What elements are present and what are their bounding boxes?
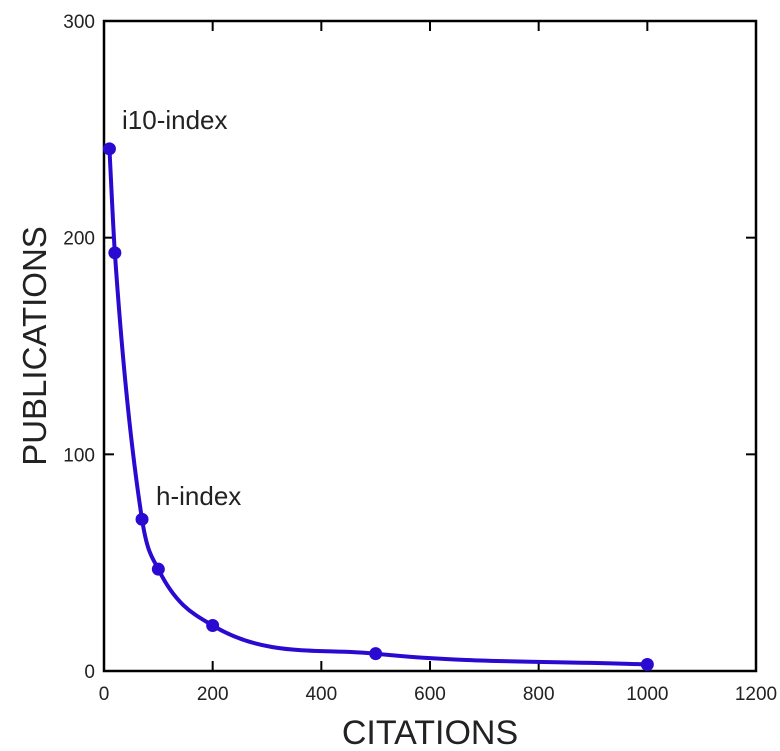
- y-tick-label: 300: [63, 12, 95, 33]
- x-tick-label: 400: [305, 684, 337, 705]
- data-point: [369, 647, 383, 661]
- x-tick-label: 800: [523, 684, 555, 705]
- data-point: [151, 562, 165, 576]
- data-point: [102, 142, 116, 156]
- y-tick-label: 100: [63, 445, 95, 466]
- data-point: [640, 658, 654, 671]
- y-tick-label: 0: [84, 662, 95, 683]
- y-axis-title: PUBLICATIONS: [16, 226, 53, 466]
- data-point: [206, 619, 220, 632]
- data-point: [135, 512, 149, 526]
- x-axis-title: CITATIONS: [342, 714, 518, 751]
- series-line: [107, 146, 650, 667]
- y-tick-label: 200: [63, 229, 95, 250]
- axis-tick-labels: 0 200 400 600 800 1000 1200 0 100 200 300: [63, 12, 777, 705]
- x-tick-label: 1000: [626, 684, 668, 705]
- x-tick-label: 200: [197, 684, 229, 705]
- x-tick-label: 600: [414, 684, 446, 705]
- annotation-i10-index: i10-index: [122, 105, 228, 135]
- x-tick-label: 1200: [735, 684, 777, 705]
- data-point: [108, 246, 122, 260]
- x-tick-label: 0: [99, 684, 110, 705]
- annotation-h-index: h-index: [156, 481, 241, 511]
- data-points: [102, 142, 654, 671]
